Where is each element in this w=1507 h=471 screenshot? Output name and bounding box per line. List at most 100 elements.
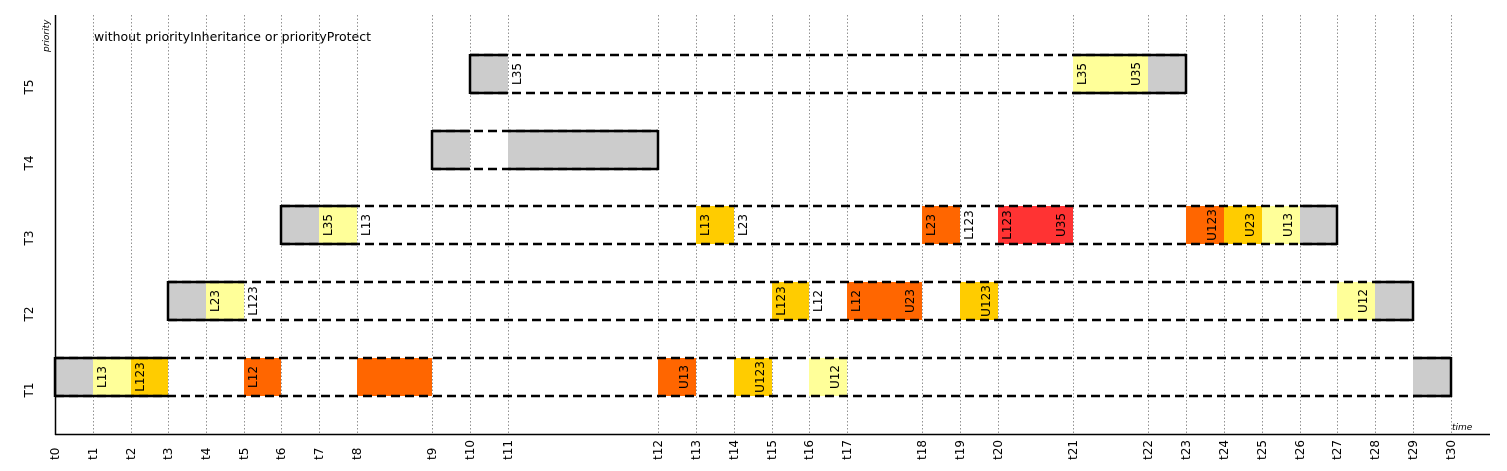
segment-orange — [357, 358, 432, 396]
event-label: U35 — [1129, 62, 1143, 86]
segment-pale_yellow — [1337, 282, 1375, 320]
event-label: L123 — [774, 286, 788, 316]
tick-label: t0 — [48, 448, 62, 460]
tick-label: t3 — [161, 448, 175, 460]
tick-label: t18 — [915, 440, 929, 460]
event-label: U35 — [1054, 213, 1068, 237]
task-frame-t3 — [279, 204, 1339, 246]
segment-pale_yellow — [809, 358, 847, 396]
chart-title: without priorityInheritance or priorityP… — [94, 29, 371, 44]
segment-orange — [244, 358, 281, 396]
tick-label: t6 — [274, 448, 288, 460]
tick-labels: t0 t1 t2 t3 t4 t5 t6 t7 t8 t9 t10 t11 t12 t13 t14 t15 t1… — [48, 440, 1458, 460]
x-axis-label: time — [1452, 423, 1473, 433]
tick-label: t30 — [1444, 440, 1458, 460]
event-label: L12 — [849, 290, 863, 312]
segment-yellow — [960, 282, 998, 320]
event-label: L13 — [95, 366, 109, 388]
task-name: T1 — [22, 383, 36, 399]
event-label: L123 — [133, 362, 147, 392]
event-label: L13 — [359, 214, 373, 236]
event-label: L23 — [736, 214, 750, 236]
tick-label: t2 — [124, 448, 138, 460]
segment-pale_yellow — [319, 206, 357, 244]
task-names: T5 T4 T3 T2 T1 — [22, 80, 36, 399]
tick-label: t17 — [840, 440, 854, 460]
segment-gray — [168, 282, 206, 320]
event-label: L123 — [1000, 210, 1014, 240]
segment-orange — [658, 358, 696, 396]
tick-label: t12 — [651, 440, 665, 460]
tick-label: t8 — [350, 448, 364, 460]
event-label: L123 — [962, 210, 976, 240]
task-frames — [53, 53, 1453, 398]
segment-yellow — [1224, 206, 1262, 244]
task-name: T4 — [22, 156, 36, 172]
segment-gray — [1413, 358, 1451, 396]
task-frame-t4 — [430, 129, 660, 171]
segment-pale_yellow — [93, 358, 131, 396]
segment-gray — [281, 206, 319, 244]
task-name: T2 — [22, 307, 36, 323]
event-label: U23 — [1243, 213, 1257, 237]
event-label: U13 — [1281, 213, 1295, 237]
segment-orange — [847, 282, 922, 320]
segment-gray — [1148, 55, 1186, 93]
event-labels: L35 L35 U35 L35 L13 L13 L23 L23 L123 L123 U35 U123 U… — [95, 62, 1370, 393]
event-label: L13 — [698, 214, 712, 236]
tick-label: t24 — [1217, 440, 1231, 460]
tick-label: t21 — [1066, 440, 1080, 460]
segment-gray — [470, 55, 508, 93]
event-label: U123 — [1205, 209, 1219, 241]
event-label: U123 — [753, 361, 767, 393]
segment-yellow — [734, 358, 772, 396]
task-frame-t5 — [468, 53, 1188, 95]
event-label: U13 — [677, 365, 691, 389]
tick-label: t4 — [199, 448, 213, 460]
tick-label: t23 — [1179, 440, 1193, 460]
event-label: L123 — [246, 286, 260, 316]
event-label: L23 — [208, 290, 222, 312]
segment-yellow — [772, 282, 809, 320]
tick-label: t27 — [1330, 440, 1344, 460]
segment-yellow — [131, 358, 168, 396]
event-label: L12 — [811, 290, 825, 312]
tick-label: t13 — [689, 440, 703, 460]
tick-label: t7 — [312, 448, 326, 460]
tick-label: t14 — [727, 440, 741, 460]
segment-pale_yellow — [206, 282, 244, 320]
segment-gray — [508, 131, 658, 169]
event-label: U23 — [903, 289, 917, 313]
event-label: U12 — [828, 365, 842, 389]
tick-label: t5 — [237, 448, 251, 460]
task-frame-t1 — [53, 356, 1453, 398]
segment-gray — [55, 358, 93, 396]
tick-label: t9 — [425, 448, 439, 460]
segment-pale_yellow — [1073, 55, 1148, 93]
tick-label: t19 — [953, 440, 967, 460]
segment-orange — [922, 206, 960, 244]
segment-red — [998, 206, 1073, 244]
y-axis-label: priority — [42, 19, 52, 53]
tick-label: t25 — [1255, 440, 1269, 460]
task-name: T3 — [22, 231, 36, 247]
segment-pale_yellow — [1262, 206, 1300, 244]
tick-label: t15 — [765, 440, 779, 460]
tick-label: t1 — [86, 448, 100, 460]
segment-yellow — [696, 206, 734, 244]
tick-label: t11 — [501, 440, 515, 460]
segment-gray — [432, 131, 470, 169]
tick-label: t10 — [463, 440, 477, 460]
task-name: T5 — [22, 80, 36, 96]
axes — [54, 15, 1490, 436]
tick-label: t16 — [802, 440, 816, 460]
event-label: L12 — [246, 366, 260, 388]
tick-label: t26 — [1293, 440, 1307, 460]
event-label: U12 — [1356, 289, 1370, 313]
tick-label: t20 — [991, 440, 1005, 460]
tick-label: t28 — [1368, 440, 1382, 460]
segment-gray — [1300, 206, 1337, 244]
tick-label: t22 — [1141, 440, 1155, 460]
segment-orange — [1186, 206, 1224, 244]
